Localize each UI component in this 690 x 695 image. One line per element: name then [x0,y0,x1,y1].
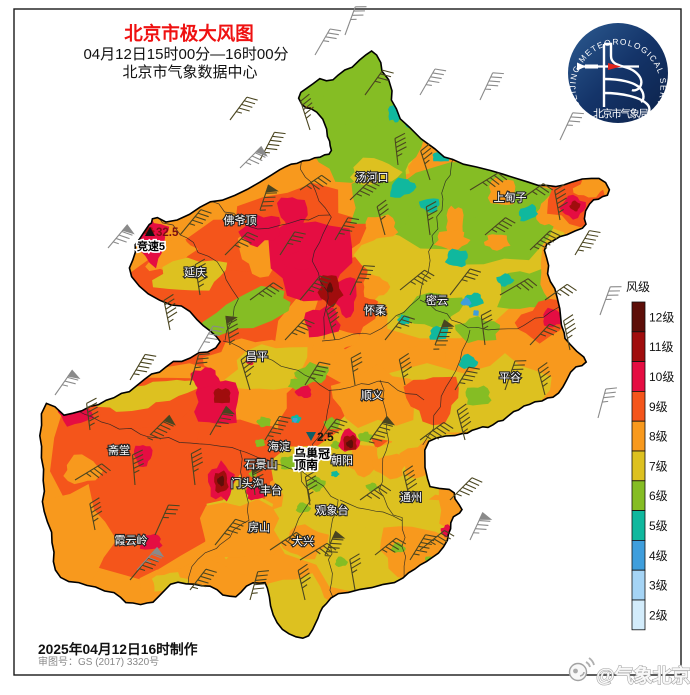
svg-text:怀柔: 怀柔 [364,304,386,317]
svg-text:房山: 房山 [248,521,270,534]
svg-text:霞云岭: 霞云岭 [115,533,148,547]
svg-text:延庆: 延庆 [184,265,206,279]
svg-text:2025年04月12日16时制作: 2025年04月12日16时制作 [38,641,198,657]
svg-text:12级: 12级 [649,310,674,324]
svg-text:丰台: 丰台 [260,483,282,497]
svg-text:2.5: 2.5 [317,430,334,444]
svg-text:10级: 10级 [649,370,674,384]
svg-text:石景山: 石景山 [245,458,278,471]
svg-text:通州: 通州 [400,491,422,504]
svg-text:北京市气象数据中心: 北京市气象数据中心 [122,64,257,81]
svg-text:4级: 4级 [649,549,668,563]
svg-text:平谷: 平谷 [499,371,521,384]
svg-text:北京市气象局: 北京市气象局 [593,107,649,120]
svg-text:审图号：GS (2017) 3320号: 审图号：GS (2017) 3320号 [38,655,159,668]
svg-text:北京市极大风图: 北京市极大风图 [124,23,254,44]
svg-text:大兴: 大兴 [292,534,314,548]
svg-text:朝阳: 朝阳 [331,454,353,467]
svg-text:门头沟: 门头沟 [231,476,264,490]
svg-text:8级: 8级 [649,430,668,444]
svg-text:9级: 9级 [649,400,668,414]
svg-text:汤河口: 汤河口 [356,170,389,184]
svg-text:11级: 11级 [649,340,673,354]
svg-text:观象台: 观象台 [316,503,349,517]
svg-text:5级: 5级 [649,519,668,533]
svg-text:密云: 密云 [426,293,448,307]
svg-text:昌平: 昌平 [246,350,268,363]
svg-text:32.5: 32.5 [156,227,179,239]
svg-text:竞速5: 竞速5 [137,239,165,253]
svg-text:斋堂: 斋堂 [108,443,130,457]
svg-text:海淀: 海淀 [268,439,290,453]
svg-text:风级: 风级 [626,280,650,294]
svg-text:@气象北京: @气象北京 [596,664,690,687]
svg-text:乌巢冠: 乌巢冠 [294,446,330,461]
svg-text:04月12日15时00分—16时00分: 04月12日15时00分—16时00分 [83,46,288,63]
svg-text:顺义: 顺义 [361,389,383,402]
svg-text:上甸子: 上甸子 [494,191,527,204]
svg-text:7级: 7级 [649,459,668,473]
svg-text:3级: 3级 [649,579,668,593]
svg-text:顶南: 顶南 [294,457,318,472]
svg-text:佛爷顶: 佛爷顶 [224,213,257,227]
svg-text:6级: 6级 [649,489,668,503]
svg-text:2级: 2级 [649,608,668,622]
